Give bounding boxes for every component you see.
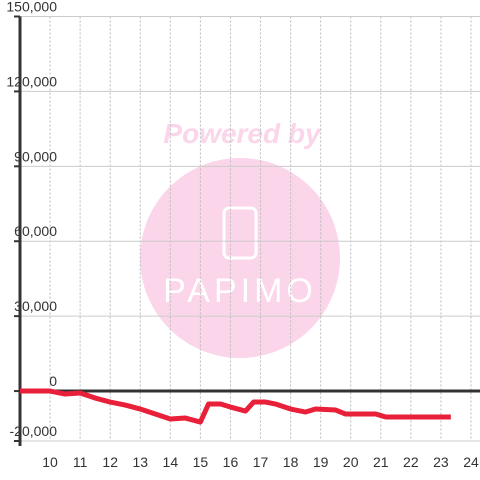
x-tick-label: 15	[193, 454, 209, 470]
x-tick-label: 21	[373, 454, 389, 470]
x-tick-label: 10	[42, 454, 58, 470]
x-tick-label: 19	[313, 454, 329, 470]
y-tick-label: -20,000	[10, 423, 58, 439]
watermark-icon	[222, 206, 258, 260]
y-tick-label: 30,000	[14, 298, 57, 314]
x-tick-label: 11	[73, 454, 88, 470]
x-tick-label: 24	[463, 454, 479, 470]
data-line	[20, 388, 451, 425]
x-tick-label: 22	[403, 454, 419, 470]
x-tick-label: 20	[343, 454, 359, 470]
watermark-logo: PAPIMO	[163, 272, 317, 310]
x-tick-label: 16	[223, 454, 239, 470]
y-tick-label: 90,000	[14, 148, 57, 164]
x-tick-label: 18	[283, 454, 299, 470]
y-tick-label: 0	[49, 373, 57, 389]
x-tick-label: 14	[163, 454, 179, 470]
x-tick-label: 23	[433, 454, 449, 470]
y-tick-label: 150,000	[6, 0, 57, 15]
x-tick-label: 12	[102, 454, 118, 470]
x-tick-label: 17	[253, 454, 269, 470]
y-tick-label: 60,000	[14, 223, 57, 239]
y-tick-label: 120,000	[6, 73, 57, 89]
watermark-text: Powered by	[163, 118, 322, 149]
x-tick-label: 13	[132, 454, 148, 470]
